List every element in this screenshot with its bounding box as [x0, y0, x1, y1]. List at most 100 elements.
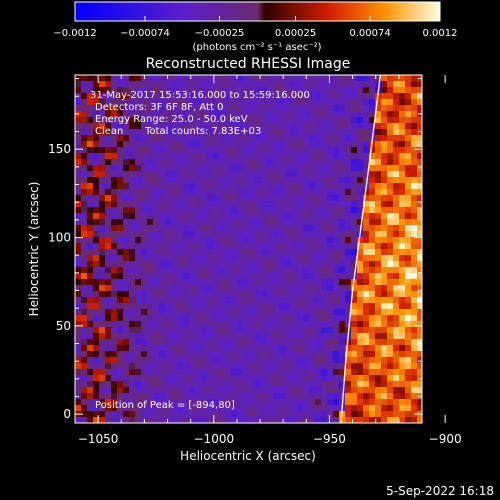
- heatmap-cell: [105, 285, 112, 292]
- heatmap-cell: [237, 297, 244, 304]
- heatmap-cell: [273, 321, 280, 328]
- heatmap-cell: [399, 219, 406, 226]
- heatmap-cell: [189, 369, 196, 376]
- heatmap-cell: [123, 267, 130, 274]
- heatmap-cell: [237, 303, 244, 310]
- heatmap-cell: [177, 273, 184, 280]
- heatmap-cell: [249, 177, 256, 184]
- heatmap-cell: [327, 141, 334, 148]
- heatmap-cell: [357, 153, 364, 160]
- heatmap-cell: [405, 159, 412, 166]
- heatmap-cell: [393, 261, 400, 268]
- heatmap-cell: [333, 351, 340, 358]
- heatmap-cell: [117, 285, 124, 292]
- heatmap-cell: [93, 147, 100, 154]
- heatmap-cell: [141, 129, 148, 136]
- heatmap-cell: [135, 285, 142, 292]
- heatmap-cell: [363, 297, 370, 304]
- heatmap-cell: [345, 309, 352, 316]
- heatmap-cell: [159, 345, 166, 352]
- heatmap-cell: [165, 219, 172, 226]
- heatmap-cell: [219, 183, 226, 190]
- heatmap-cell: [153, 87, 160, 94]
- heatmap-cell: [291, 417, 298, 423]
- heatmap-cell: [375, 327, 382, 334]
- heatmap-cell: [99, 111, 106, 118]
- heatmap-cell: [255, 363, 262, 370]
- heatmap-cell: [351, 147, 358, 154]
- heatmap-cell: [159, 87, 166, 94]
- heatmap-cell: [279, 393, 286, 400]
- heatmap-cell: [363, 417, 370, 423]
- heatmap-cell: [387, 201, 394, 208]
- heatmap-cell: [159, 141, 166, 148]
- heatmap-cell: [351, 303, 358, 310]
- heatmap-cell: [189, 195, 196, 202]
- heatmap-cell: [75, 129, 82, 136]
- heatmap-cell: [393, 303, 400, 310]
- heatmap-cell: [339, 117, 346, 124]
- heatmap-cell: [171, 357, 178, 364]
- heatmap-cell: [387, 267, 394, 274]
- heatmap-cell: [225, 141, 232, 148]
- heatmap-cell: [411, 357, 418, 364]
- heatmap-cell: [321, 195, 328, 202]
- heatmap-cell: [327, 273, 334, 280]
- heatmap-cell: [117, 135, 124, 142]
- heatmap-cell: [387, 243, 394, 250]
- heatmap-cell: [195, 177, 202, 184]
- heatmap-cell: [333, 135, 340, 142]
- heatmap-cell: [255, 117, 262, 124]
- heatmap-cell: [159, 273, 166, 280]
- heatmap-cell: [141, 357, 148, 364]
- heatmap-cell: [195, 267, 202, 274]
- heatmap-cell: [225, 75, 232, 82]
- heatmap-cell: [315, 267, 322, 274]
- heatmap-cell: [105, 249, 112, 256]
- heatmap-cell: [183, 183, 190, 190]
- heatmap-cell: [351, 393, 358, 400]
- heatmap-cell: [369, 159, 376, 166]
- heatmap-cell: [243, 111, 250, 118]
- heatmap-cell: [99, 141, 106, 148]
- heatmap-cell: [387, 111, 394, 118]
- heatmap-cell: [243, 249, 250, 256]
- heatmap-cell: [285, 291, 292, 298]
- heatmap-cell: [405, 87, 412, 94]
- heatmap-cell: [381, 225, 388, 232]
- heatmap-cell: [219, 393, 226, 400]
- heatmap-cell: [195, 393, 202, 400]
- heatmap-cell: [393, 195, 400, 202]
- heatmap-cell: [351, 327, 358, 334]
- heatmap-cell: [129, 171, 136, 178]
- heatmap-cell: [153, 297, 160, 304]
- heatmap-cell: [171, 207, 178, 214]
- heatmap-cell: [213, 159, 220, 166]
- heatmap-cell: [279, 255, 286, 262]
- heatmap-cell: [213, 165, 220, 172]
- heatmap-cell: [267, 345, 274, 352]
- heatmap-cell: [75, 105, 82, 112]
- heatmap-cell: [291, 339, 298, 346]
- heatmap-cell: [99, 363, 106, 370]
- heatmap-cell: [75, 99, 82, 106]
- heatmap-cell: [333, 237, 340, 244]
- heatmap-cell: [261, 183, 268, 190]
- heatmap-cell: [375, 231, 382, 238]
- heatmap-cell: [87, 195, 94, 202]
- heatmap-cell: [123, 399, 130, 406]
- heatmap-cell: [243, 87, 250, 94]
- heatmap-cell: [339, 225, 346, 232]
- heatmap-cell: [75, 213, 82, 220]
- heatmap-cell: [261, 165, 268, 172]
- heatmap-cell: [129, 213, 136, 220]
- heatmap-cell: [189, 147, 196, 154]
- heatmap-cell: [327, 237, 334, 244]
- heatmap-cell: [159, 171, 166, 178]
- heatmap-cell: [381, 159, 388, 166]
- heatmap-cell: [129, 225, 136, 232]
- heatmap-cell: [213, 411, 220, 418]
- heatmap-cell: [111, 165, 118, 172]
- heatmap-cell: [357, 285, 364, 292]
- heatmap-cell: [81, 369, 88, 376]
